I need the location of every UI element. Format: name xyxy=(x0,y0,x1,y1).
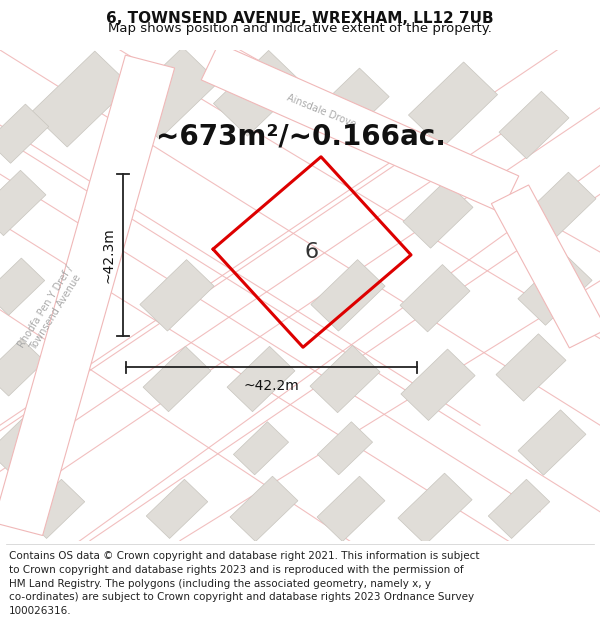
Polygon shape xyxy=(0,55,175,536)
Text: Ainsdale Drove: Ainsdale Drove xyxy=(285,92,357,129)
Polygon shape xyxy=(518,410,586,475)
Polygon shape xyxy=(488,479,550,539)
Polygon shape xyxy=(496,334,566,401)
Polygon shape xyxy=(146,479,208,539)
Polygon shape xyxy=(123,48,219,139)
Polygon shape xyxy=(201,43,519,212)
Text: Map shows position and indicative extent of the property.: Map shows position and indicative extent… xyxy=(108,22,492,35)
Polygon shape xyxy=(400,264,470,332)
Text: co-ordinates) are subject to Crown copyright and database rights 2023 Ordnance S: co-ordinates) are subject to Crown copyr… xyxy=(9,592,474,602)
Polygon shape xyxy=(0,417,47,474)
Text: 6: 6 xyxy=(305,242,319,262)
Polygon shape xyxy=(0,258,44,315)
Polygon shape xyxy=(499,91,569,159)
Polygon shape xyxy=(398,473,472,544)
Polygon shape xyxy=(227,346,295,412)
Polygon shape xyxy=(143,346,211,412)
Text: Rhodfa Pen Y Dref /
Townsend Avenue: Rhodfa Pen Y Dref / Townsend Avenue xyxy=(17,264,85,356)
Text: ~42.2m: ~42.2m xyxy=(244,379,299,393)
Polygon shape xyxy=(214,51,302,136)
Polygon shape xyxy=(317,476,385,541)
Text: Contains OS data © Crown copyright and database right 2021. This information is : Contains OS data © Crown copyright and d… xyxy=(9,551,479,561)
Polygon shape xyxy=(313,68,389,142)
Polygon shape xyxy=(31,51,131,147)
Text: HM Land Registry. The polygons (including the associated geometry, namely x, y: HM Land Registry. The polygons (includin… xyxy=(9,579,431,589)
Polygon shape xyxy=(403,181,473,248)
Text: ~42.3m: ~42.3m xyxy=(102,227,116,282)
Polygon shape xyxy=(317,422,373,475)
Polygon shape xyxy=(491,185,600,348)
Polygon shape xyxy=(140,259,214,331)
Polygon shape xyxy=(401,349,475,421)
Polygon shape xyxy=(311,259,385,331)
Text: 100026316.: 100026316. xyxy=(9,606,71,616)
Polygon shape xyxy=(0,170,46,236)
Text: to Crown copyright and database rights 2023 and is reproduced with the permissio: to Crown copyright and database rights 2… xyxy=(9,565,464,575)
Polygon shape xyxy=(23,479,85,539)
Polygon shape xyxy=(409,62,497,148)
Polygon shape xyxy=(310,346,380,413)
Polygon shape xyxy=(0,104,49,163)
Polygon shape xyxy=(518,254,592,325)
Polygon shape xyxy=(0,339,44,396)
Text: ~673m²/~0.166ac.: ~673m²/~0.166ac. xyxy=(156,122,446,151)
Polygon shape xyxy=(233,422,289,475)
Polygon shape xyxy=(526,172,596,239)
Polygon shape xyxy=(230,476,298,541)
Text: 6, TOWNSEND AVENUE, WREXHAM, LL12 7UB: 6, TOWNSEND AVENUE, WREXHAM, LL12 7UB xyxy=(106,11,494,26)
